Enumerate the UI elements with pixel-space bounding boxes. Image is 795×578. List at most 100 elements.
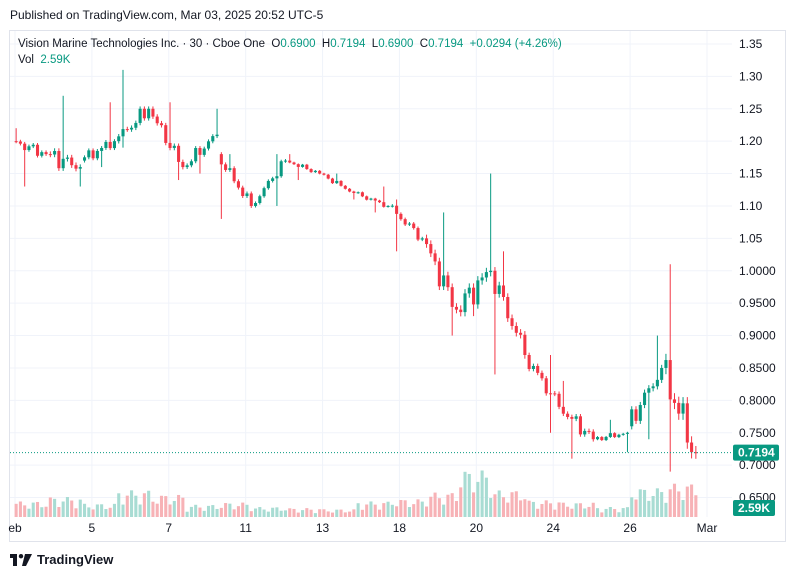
candle-body: [206, 141, 211, 149]
volume-bar: [386, 501, 390, 517]
volume-bar: [613, 509, 617, 517]
y-tick-label: 1.0000: [739, 264, 776, 278]
candle-body: [236, 181, 240, 188]
candle-body: [621, 433, 625, 435]
volume-bar: [189, 506, 193, 517]
chart-legend: Vision Marine Technologies Inc. · 30 · C…: [18, 36, 562, 68]
candle-body: [91, 150, 95, 159]
volume-bar: [416, 499, 420, 517]
candle-body: [296, 164, 300, 167]
volume-bar: [48, 497, 52, 517]
candle-body: [65, 157, 69, 159]
volume-bar: [87, 507, 91, 517]
candle-body: [326, 174, 330, 179]
volume-bar: [258, 507, 262, 517]
low-label: L: [371, 38, 379, 50]
candle-body: [536, 365, 540, 373]
volume-bar: [326, 511, 330, 517]
volume-bar: [348, 511, 352, 517]
candle-body: [245, 193, 249, 197]
high-label: H: [321, 38, 331, 50]
candle-body: [506, 297, 510, 319]
volume-bar: [40, 507, 44, 517]
change-value: +0.0294 (+4.26%): [469, 38, 562, 50]
volume-bar: [553, 509, 557, 517]
candle-body: [125, 129, 129, 131]
volume-bar: [497, 490, 501, 517]
volume-bar: [557, 502, 561, 517]
volume-bar: [660, 492, 664, 517]
volume-bar: [420, 501, 424, 517]
candle-body: [18, 141, 22, 144]
volume-bar: [292, 508, 296, 517]
candle-body: [134, 122, 138, 128]
candle-body: [459, 309, 463, 313]
volume-bar: [112, 503, 116, 517]
volume-bar: [356, 503, 360, 517]
x-tick-label: 13: [316, 521, 330, 535]
candle-body: [476, 280, 480, 305]
candle-body: [87, 150, 91, 158]
x-tick-label: 20: [470, 521, 484, 535]
volume-bar: [459, 487, 463, 517]
volume-bar: [489, 498, 493, 517]
candle-body: [301, 164, 305, 167]
candle-body: [497, 285, 501, 294]
volume-bar: [185, 511, 189, 517]
candle-body: [322, 173, 326, 175]
candle-body: [292, 162, 296, 165]
volume-bar: [262, 509, 266, 517]
volume-bar: [241, 502, 245, 517]
candle-body: [117, 136, 121, 142]
candle-body: [617, 434, 621, 438]
candle-body: [164, 125, 168, 143]
volume-bar: [288, 508, 292, 517]
volume-bar: [224, 503, 228, 517]
candle-body: [583, 430, 587, 435]
volume-bar: [23, 505, 27, 517]
volume-value: 2.59K: [40, 54, 71, 66]
y-tick-label: 0.9500: [739, 296, 776, 310]
x-tick-label: 7: [165, 521, 172, 535]
x-tick-label: 5: [89, 521, 96, 535]
tradingview-brand[interactable]: TradingView: [37, 552, 114, 567]
candle-body: [638, 405, 642, 421]
candle-body: [40, 152, 44, 156]
volume-bar: [100, 504, 104, 517]
candle-body: [531, 365, 535, 369]
volume-bar: [151, 501, 155, 517]
volume-bar: [536, 508, 540, 517]
volume-bar: [301, 510, 305, 517]
volume-bar: [566, 506, 570, 517]
candle-body: [600, 437, 604, 441]
candle-body: [647, 388, 651, 393]
candle-body: [472, 287, 476, 305]
volume-bar: [65, 497, 69, 517]
candle-body: [630, 409, 634, 427]
footer: TradingView: [10, 552, 113, 567]
y-tick-label: 0.7000: [739, 458, 776, 472]
symbol-name[interactable]: Vision Marine Technologies Inc. · 30 · C…: [18, 38, 265, 50]
volume-bar: [130, 490, 134, 517]
candle-body: [275, 176, 279, 179]
candle-body: [386, 205, 390, 207]
volume-bar: [668, 489, 672, 517]
volume-bar: [540, 504, 544, 517]
volume-bar: [159, 495, 164, 517]
volume-bar: [630, 497, 634, 517]
volume-bar: [360, 509, 364, 517]
candle-body: [677, 402, 681, 414]
volume-bar: [61, 501, 65, 517]
volume-bar: [369, 501, 373, 517]
candle-body: [360, 192, 364, 197]
candle-body: [608, 433, 612, 437]
volume-bar: [245, 504, 249, 517]
volume-bar: [95, 504, 99, 517]
published-caption: Published on TradingView.com, Mar 03, 20…: [10, 8, 324, 22]
volume-bar: [168, 504, 172, 517]
y-tick-label: 0.8000: [739, 393, 776, 407]
candle-body: [446, 275, 450, 288]
candle-body: [130, 127, 134, 130]
volume-bar: [399, 499, 403, 517]
